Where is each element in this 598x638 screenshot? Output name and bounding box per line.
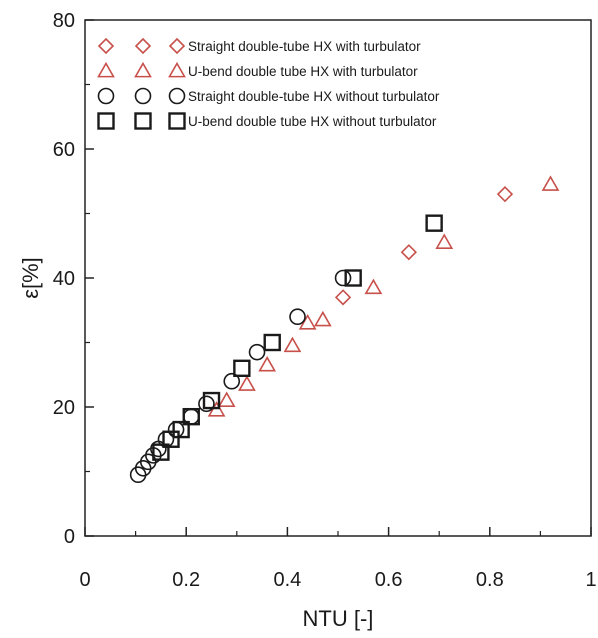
y-tick-label: 0 bbox=[64, 526, 75, 548]
diamond-marker bbox=[168, 37, 186, 55]
x-axis-label: NTU [-] bbox=[303, 606, 374, 631]
series-3 bbox=[152, 214, 443, 461]
triangle-marker bbox=[207, 401, 226, 417]
square-marker bbox=[202, 391, 221, 410]
legend: Straight double-tube HX with turbulator U… bbox=[97, 37, 440, 130]
square-marker bbox=[152, 443, 170, 461]
square-marker bbox=[425, 214, 443, 232]
circle-marker bbox=[198, 395, 215, 413]
triangle-marker bbox=[134, 61, 152, 78]
legend-label: U-bend double tube HX without turbulator bbox=[188, 114, 437, 129]
circle-marker bbox=[97, 87, 115, 105]
circle-marker bbox=[134, 87, 152, 105]
diamond-marker bbox=[334, 289, 352, 306]
diamond-marker bbox=[97, 37, 115, 55]
square-marker bbox=[263, 333, 281, 352]
legend-label: U-bend double tube HX with turbulator bbox=[188, 64, 418, 79]
legend-label: Straight double-tube HX with turbulator bbox=[188, 39, 421, 54]
circle-marker bbox=[223, 372, 241, 390]
square-marker bbox=[97, 112, 115, 130]
diamond-marker bbox=[496, 186, 514, 203]
triangle-marker bbox=[217, 391, 236, 407]
series-1 bbox=[207, 175, 560, 417]
triangle-marker bbox=[364, 278, 383, 295]
x-tick-label: 1 bbox=[585, 569, 596, 591]
x-tick-label: 0 bbox=[79, 569, 90, 591]
square-marker bbox=[162, 430, 180, 448]
x-tick-label: 0.2 bbox=[172, 569, 200, 591]
square-marker bbox=[134, 112, 152, 130]
y-tick-label: 40 bbox=[53, 268, 75, 290]
triangle-marker bbox=[435, 233, 454, 249]
triangle-marker bbox=[97, 61, 115, 78]
axes: 0 0.2 0.4 0.6 0.8 1 0 20 40 60 80 bbox=[53, 10, 597, 591]
triangle-marker bbox=[298, 314, 317, 330]
legend-label: Straight double-tube HX without turbulat… bbox=[188, 89, 440, 104]
square-marker bbox=[172, 420, 190, 439]
square-marker bbox=[233, 359, 251, 377]
circle-marker bbox=[248, 343, 266, 361]
y-axis-label: ε[%] bbox=[18, 257, 43, 299]
circle-marker bbox=[167, 421, 185, 438]
triangle-marker bbox=[313, 310, 332, 327]
triangle-marker bbox=[541, 175, 560, 191]
triangle-marker bbox=[238, 375, 256, 391]
y-tick-label: 60 bbox=[53, 139, 75, 161]
triangle-marker bbox=[258, 355, 277, 372]
y-tick-label: 20 bbox=[53, 397, 75, 419]
circle-marker bbox=[168, 87, 186, 105]
diamond-marker bbox=[400, 244, 417, 261]
x-tick-label: 0.8 bbox=[476, 569, 504, 591]
circle-marker bbox=[334, 269, 352, 287]
square-marker bbox=[182, 407, 200, 426]
diamond-marker bbox=[134, 37, 152, 55]
square-marker bbox=[168, 112, 186, 130]
series-0 bbox=[334, 186, 514, 306]
x-tick-label: 0.4 bbox=[273, 569, 301, 591]
triangle-marker bbox=[283, 336, 302, 353]
y-tick-label: 80 bbox=[53, 10, 75, 32]
square-marker bbox=[344, 269, 362, 287]
x-tick-label: 0.6 bbox=[375, 569, 403, 591]
circle-marker bbox=[289, 308, 306, 326]
data-marks bbox=[129, 175, 560, 484]
triangle-marker bbox=[168, 61, 186, 78]
